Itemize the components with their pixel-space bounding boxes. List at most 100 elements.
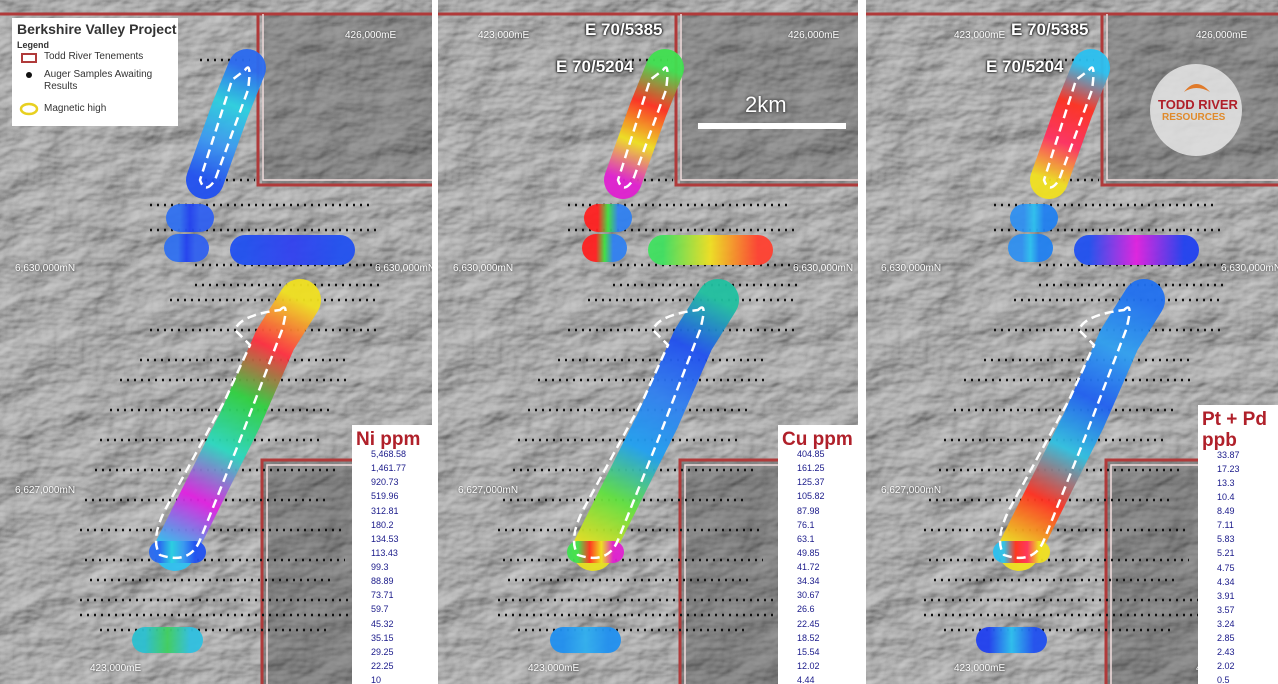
dark-block [680, 15, 858, 185]
geochem-anomaly [186, 49, 266, 199]
grid-label: 426,000mE [1196, 30, 1248, 41]
legend-value: 41.72 [797, 562, 820, 572]
tenement-label: E 70/5385 [1011, 20, 1089, 39]
dark-block [262, 15, 432, 185]
grid-label: 426,000mE [345, 30, 397, 41]
legend-value: 180.2 [371, 519, 394, 530]
legend-value: 30.67 [797, 590, 820, 601]
grid-label: 6,630,000mN [793, 263, 854, 274]
legend-item: Magnetic high [44, 103, 107, 114]
geochem-anomaly [154, 279, 321, 571]
legend-value: 7.11 [1217, 520, 1234, 531]
scale-label: 2km [745, 92, 787, 117]
grid-label: 6,630,000mN [881, 263, 942, 274]
legend-value: 2.85 [1217, 632, 1235, 643]
grid-label: 426,000mE [788, 30, 840, 41]
logo-mark [1184, 84, 1210, 92]
legend-value: 99.3 [371, 562, 389, 572]
legend-value: 8.49 [1217, 506, 1235, 517]
scale-bar [698, 123, 846, 129]
legend-item: Auger Samples Awaiting Results [44, 69, 153, 92]
legend-value: 920.73 [371, 477, 399, 488]
grid-label: 423,000mE [528, 663, 580, 674]
magnetic-symbol [19, 102, 39, 116]
tenement-label: E 70/5385 [585, 20, 663, 39]
geochem-anomaly [1030, 49, 1110, 199]
legend-heading: Berkshire Valley Project [17, 21, 177, 37]
legend-value: 5,468.58 [371, 449, 407, 459]
legend-title: ppb [1202, 430, 1237, 451]
legend-value: 22.45 [797, 618, 820, 629]
legend-value: 35.15 [371, 632, 394, 643]
legend-value: 22.25 [371, 660, 394, 671]
legend-label: Legend [17, 40, 50, 50]
legend-value: 3.57 [1217, 604, 1235, 615]
legend-value: 113.43 [371, 547, 398, 558]
legend-value: 10.4 [1217, 492, 1235, 503]
legend-value: 10 [371, 675, 382, 684]
legend-value: 125.37 [797, 477, 825, 488]
logo-text: RESOURCES [1162, 112, 1226, 123]
logo-text: TODD RIVER [1158, 97, 1238, 112]
legend-value: 26.6 [797, 604, 815, 615]
legend-value: 134.53 [371, 533, 399, 544]
map-panel: 423,000mE 426,000mE 6,630,000mN 6,630,000mN… [866, 0, 1278, 684]
legend-value: 33.87 [1217, 450, 1240, 460]
legend-value: 12.02 [797, 660, 820, 671]
grid-label: 423,000mE [90, 663, 142, 674]
magnetic-high [198, 66, 251, 189]
logo-badge [1150, 64, 1242, 156]
legend-value: 59.7 [371, 604, 389, 615]
grid-label: 423,000mE [954, 30, 1006, 41]
legend-title: Cu ppm [782, 429, 853, 450]
geochem-anomaly [572, 279, 739, 571]
map-panel: 423,000mE 426,000mE 6,630,000mN 6,630,000mN… [438, 0, 858, 684]
legend-value: 49.85 [797, 547, 820, 558]
legend-value: 88.89 [371, 576, 394, 587]
legend-value: 404.85 [797, 449, 825, 459]
legend-value: 45.32 [371, 618, 394, 629]
legend-value: 73.71 [371, 590, 394, 601]
map-legend: Berkshire Valley Project Legend Todd River… [12, 18, 178, 126]
legend-value: 3.24 [1217, 618, 1235, 629]
legend-value: 17.23 [1217, 464, 1240, 475]
geochem-anomaly [998, 279, 1165, 571]
legend-item: Todd River Tenements [44, 51, 144, 62]
legend-value: 5.21 [1217, 548, 1235, 559]
legend-value: 29.25 [371, 646, 394, 657]
grid-label: 6,630,000mN [453, 263, 514, 274]
legend-value: 4.75 [1217, 562, 1235, 573]
legend-value: 2.43 [1217, 646, 1235, 657]
legend-title: Pt + Pd [1202, 409, 1267, 430]
legend-value: 34.34 [797, 576, 820, 587]
grid-label: 6,627,000mN [458, 485, 519, 496]
legend-value: 519.96 [371, 491, 399, 502]
legend-value: 76.1 [797, 519, 815, 530]
legend-title: Ni ppm [356, 429, 421, 450]
legend-box [1198, 405, 1278, 684]
grid-label: 6,627,000mN [15, 485, 76, 496]
auger-symbol [26, 72, 32, 78]
legend-value: 4.34 [1217, 576, 1235, 587]
legend-value: 0.5 [1217, 675, 1230, 684]
legend-box [352, 425, 432, 684]
tenement-symbol [21, 53, 37, 63]
legend-value: 63.1 [797, 533, 815, 544]
grid-label: 423,000mE [954, 663, 1006, 674]
legend-box [778, 425, 858, 684]
tenement-label: E 70/5204 [556, 57, 634, 76]
magnetic-high [572, 306, 705, 560]
grid-label: 6,630,000mN [1221, 263, 1278, 274]
legend-symbols [19, 53, 39, 116]
grid-label: 423,000mE [478, 30, 530, 41]
legend-value: 161.25 [797, 463, 825, 474]
magnetic-high [1042, 66, 1095, 189]
legend-value: 4.44 [797, 675, 815, 684]
legend-value: 5.83 [1217, 534, 1235, 545]
legend-value: 18.52 [797, 632, 820, 643]
geochem-anomaly [604, 49, 684, 199]
legend-value: 87.98 [797, 505, 820, 516]
magnetic-high [616, 66, 669, 189]
legend-value: 1,461.77 [371, 463, 407, 474]
